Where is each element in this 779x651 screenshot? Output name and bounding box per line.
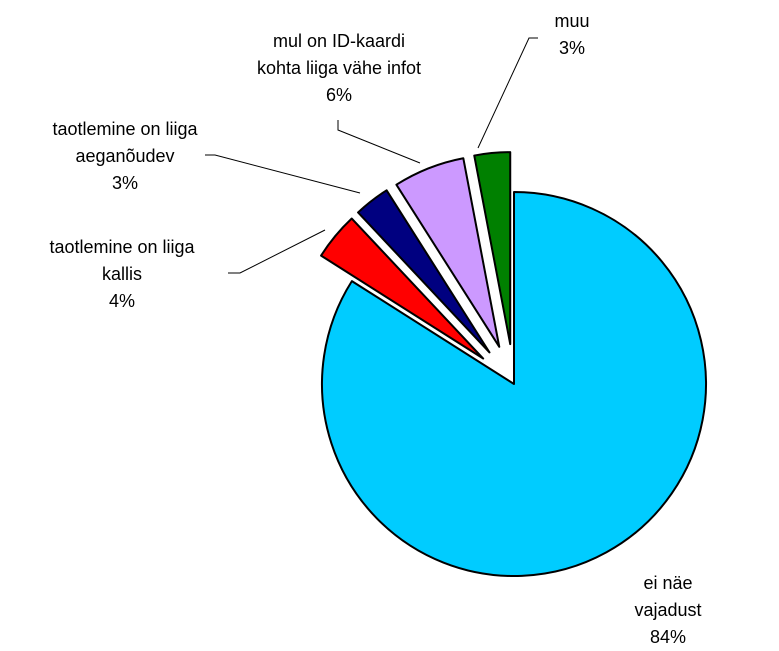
pie-area (205, 37, 707, 577)
slice-category: muu (554, 11, 590, 31)
chart: ei näe vajadust 84% taotlemine on liiga ka… (49, 8, 707, 647)
slice-label: mul on ID-kaardi kohta liiga vähe infot 6… (257, 28, 421, 109)
slice-label: muu 3% (554, 8, 589, 62)
pie-slice (395, 157, 501, 348)
slice-category: mul on ID-kaardi kohta liiga vähe infot (256, 31, 422, 78)
pie-slice (357, 189, 491, 354)
slice-value: 6% (325, 85, 353, 105)
leader-line (228, 229, 326, 274)
slice-label: taotlemine on liiga kallis 4% (49, 234, 194, 315)
leader-line (205, 154, 361, 194)
pie-slice (320, 217, 485, 360)
slice-value: 4% (108, 291, 135, 311)
slice-category: taotlemine on liiga kallis (49, 237, 195, 284)
slice-category: ei näe vajadust (634, 573, 702, 620)
leader-line (477, 37, 538, 149)
slice-value: 84% (649, 627, 687, 647)
slice-label: ei näe vajadust 84% (613, 570, 724, 651)
pie-slice (321, 191, 707, 577)
slice-label: taotlemine on liiga aeganõudev 3% (52, 116, 197, 197)
slice-category: taotlemine on liiga aeganõudev (52, 119, 198, 166)
leader-line (337, 120, 421, 164)
pie-slice (473, 151, 512, 346)
slice-value: 3% (111, 173, 138, 193)
slice-value: 3% (558, 38, 586, 58)
